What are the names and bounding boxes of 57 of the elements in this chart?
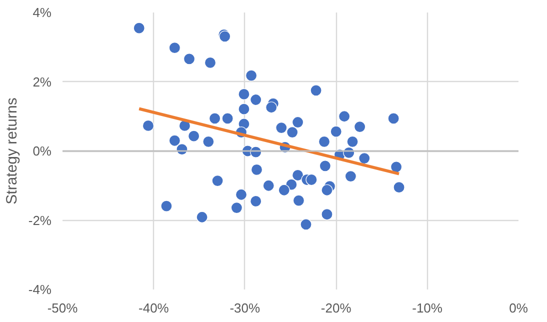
point — [250, 164, 263, 176]
x-tick-label: -40% — [138, 300, 170, 316]
point — [212, 174, 224, 187]
point — [292, 194, 305, 206]
point — [393, 182, 405, 194]
point — [388, 112, 400, 124]
point — [354, 120, 366, 133]
point — [344, 170, 356, 182]
point — [202, 136, 214, 148]
point — [292, 116, 304, 128]
point — [310, 84, 322, 96]
point — [133, 22, 145, 34]
point — [142, 120, 154, 132]
point — [286, 126, 298, 138]
point — [300, 218, 312, 230]
x-tick-label: -20% — [320, 300, 352, 316]
x-tick-label: 0% — [509, 300, 528, 316]
point — [168, 134, 180, 146]
point — [209, 112, 221, 124]
y-tick-label: -4% — [28, 282, 52, 297]
point — [306, 174, 318, 186]
point — [346, 136, 358, 148]
x-tick-label: -10% — [412, 300, 443, 316]
point — [321, 208, 333, 220]
y-tick-label: 0% — [32, 144, 52, 158]
point — [245, 70, 258, 82]
x-tick-label: -30% — [230, 300, 261, 316]
x-tick-label: -50% — [47, 300, 78, 316]
point — [196, 211, 208, 223]
point — [319, 160, 331, 172]
point — [204, 56, 216, 68]
point — [278, 184, 290, 196]
point — [338, 110, 350, 122]
point — [230, 202, 242, 214]
point — [358, 152, 370, 164]
point — [183, 53, 196, 65]
point — [266, 102, 278, 114]
point — [250, 94, 262, 106]
point — [238, 103, 250, 115]
point — [222, 112, 234, 124]
point — [276, 122, 288, 134]
point — [330, 126, 342, 138]
point — [160, 200, 172, 212]
point — [250, 195, 262, 207]
point — [238, 88, 250, 100]
point — [292, 169, 304, 182]
point — [235, 188, 248, 200]
point — [262, 180, 274, 192]
point — [318, 136, 330, 148]
point — [188, 130, 200, 142]
y-tick-label: 2% — [32, 74, 52, 90]
y-tick-label: 4% — [32, 5, 52, 20]
y-tick-label: -2% — [28, 212, 52, 228]
point — [390, 161, 402, 173]
y-axis-title: Strategy returns — [3, 98, 20, 204]
point — [321, 184, 333, 196]
point — [168, 42, 180, 54]
